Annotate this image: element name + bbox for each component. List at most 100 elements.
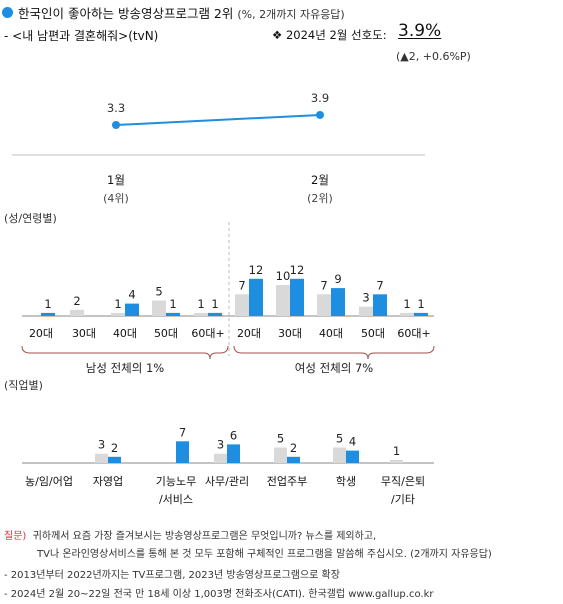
age-bar-value-label: 7: [238, 278, 245, 292]
age-bar-value-label: 1: [169, 297, 176, 311]
trend-line: [115, 113, 321, 126]
chart-title: 한국인이 좋아하는 방송영상프로그램 2위 (%, 2개까지 자유응답): [18, 6, 345, 21]
group-total-label: 남성 전체의 1%: [86, 361, 165, 375]
age-bar-value-label: 1: [403, 297, 410, 311]
section-occupation: (직업별): [4, 379, 43, 392]
job-x-tick-label: 무직/은퇴: [381, 475, 425, 488]
job-bar-value-label: 1: [393, 444, 400, 458]
job-x-tick-label: 자영업: [93, 475, 123, 488]
age-x-tick-label: 20대: [237, 327, 261, 340]
job-x-tick-label: /서비스: [159, 493, 193, 506]
job-bar-blue: [176, 441, 189, 463]
age-bar-value-label: 3: [362, 291, 369, 305]
job-x-tick-label: 사무/관리: [205, 475, 249, 488]
preference-change: (▲2, +0.6%P): [396, 50, 471, 63]
age-bar-blue: [331, 288, 345, 316]
age-bar-blue: [290, 278, 304, 316]
age-bar-gray: [152, 300, 166, 316]
job-bar-blue: [346, 450, 359, 463]
age-bar-value-label: 7: [320, 278, 327, 292]
footnote-scope: - 2013년부터 2022년까지는 TV프로그램, 2023년 방송영상프로그…: [4, 570, 340, 581]
age-x-tick-label: 50대: [154, 327, 178, 340]
group-total-label: 여성 전체의 7%: [295, 361, 374, 375]
age-bar-value-label: 9: [334, 272, 341, 286]
trend-data-label: 3.9: [311, 91, 329, 105]
age-x-tick-label: 30대: [278, 327, 302, 340]
job-bar-value-label: 5: [277, 432, 284, 446]
job-bar-gray: [95, 453, 108, 463]
job-x-tick-label: 전업주부: [267, 475, 307, 488]
age-bar-gray: [194, 312, 208, 316]
trend-rank-label: (2위): [307, 192, 333, 205]
job-bar-blue: [287, 456, 300, 463]
age-bar-value-label: 10: [276, 269, 291, 283]
age-bar-blue: [208, 312, 222, 316]
trend-x-tick-label: 1월: [107, 173, 125, 187]
age-bar-value-label: 12: [249, 263, 264, 277]
age-x-tick-label: 60대+: [191, 327, 224, 340]
age-bar-value-label: 4: [128, 288, 135, 302]
trend-point: [112, 121, 120, 129]
age-x-tick-label: 30대: [72, 327, 96, 340]
job-bar-gray: [274, 447, 287, 463]
age-bar-value-label: 1: [197, 297, 204, 311]
job-bar-blue: [108, 456, 121, 463]
footnote-survey: - 2024년 2월 20~22일 전국 만 18세 이상 1,003명 전화조…: [4, 589, 434, 600]
age-bar-gray: [276, 285, 290, 316]
question-line-1: 질문) 귀하께서 요즘 가장 즐겨보시는 방송영상프로그램은 무엇입니까? 뉴스…: [4, 531, 377, 542]
preference-label: ❖ 2024년 2월 선호도:: [272, 28, 387, 42]
job-bar-value-label: 3: [98, 438, 105, 452]
job-bar-gray: [390, 459, 403, 463]
program-subtitle: - <내 남편과 결혼해줘>(tvN): [4, 29, 159, 43]
age-bar-value-label: 1: [44, 297, 51, 311]
trend-x-tick-label: 2월: [311, 173, 329, 187]
age-bar-value-label: 7: [376, 278, 383, 292]
job-bar-blue: [227, 444, 240, 463]
age-bar-gray: [317, 294, 331, 316]
age-bar-value-label: 5: [155, 285, 162, 299]
age-bar-value-label: 1: [211, 297, 218, 311]
question-label: 질문): [4, 531, 27, 542]
age-bar-gray: [70, 309, 84, 316]
trend-rank-label: (4위): [103, 192, 129, 205]
age-bar-value-label: 12: [290, 263, 305, 277]
age-bar-blue: [125, 303, 139, 316]
age-x-tick-label: 40대: [113, 327, 137, 340]
trend-data-label: 3.3: [107, 101, 125, 115]
group-bracket: [233, 345, 435, 360]
job-bar-gray: [333, 447, 346, 463]
trend-point: [316, 110, 324, 119]
age-bar-blue: [41, 312, 55, 316]
job-x-tick-label: /기타: [391, 493, 415, 506]
job-bar-value-label: 3: [217, 438, 224, 452]
section-gender-age: (성/연령별): [4, 212, 57, 225]
job-bar-value-label: 4: [349, 435, 356, 449]
group-bracket: [21, 345, 229, 360]
title-bullet-icon: [2, 7, 13, 18]
job-x-tick-label: 기능노무: [156, 475, 196, 488]
age-x-tick-label: 40대: [319, 327, 343, 340]
age-bar-gray: [235, 294, 249, 316]
question-line-2: TV나 온라인영상서비스를 통해 본 것 모두 포함해 구체적인 프로그램을 말…: [37, 549, 492, 560]
age-bar-blue: [249, 278, 263, 316]
age-bar-gray: [400, 312, 414, 316]
job-bar-gray: [214, 453, 227, 463]
job-bar-value-label: 2: [290, 441, 297, 455]
age-bar-gray: [359, 306, 373, 316]
job-bar-value-label: 7: [179, 425, 186, 439]
job-x-tick-label: 학생: [336, 475, 356, 488]
age-bar-value-label: 1: [114, 297, 121, 311]
age-bar-blue: [414, 312, 428, 316]
title-note: (%, 2개까지 자유응답): [237, 8, 345, 21]
age-x-tick-label: 20대: [29, 327, 53, 340]
job-bar-value-label: 2: [111, 441, 118, 455]
preference-value: 3.9%: [398, 21, 442, 41]
trend-line-chart: 3.3 3.9 1월 (4위) 2월 (2위): [12, 91, 425, 205]
age-x-tick-label: 60대+: [397, 327, 430, 340]
age-bar-blue: [373, 294, 387, 316]
age-bar-gray: [111, 312, 125, 316]
job-x-tick-label: 농/임/어업: [25, 475, 73, 488]
